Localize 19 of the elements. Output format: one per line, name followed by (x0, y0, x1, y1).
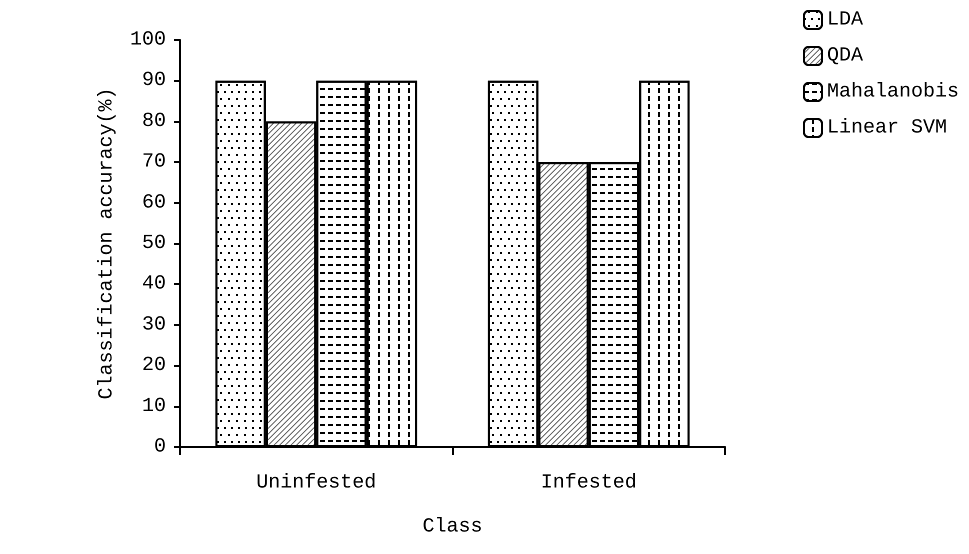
y-tick-label: 90 (142, 69, 166, 92)
y-tick-label: 30 (142, 313, 166, 336)
y-tick-label: 50 (142, 232, 166, 255)
y-tick-label: 40 (142, 272, 166, 296)
x-axis-title: Class (422, 516, 483, 538)
y-axis-title: Classification accuracy(%) (96, 87, 118, 400)
x-tick-label: Uninfested (256, 472, 376, 494)
y-tick-label: 20 (142, 354, 166, 378)
y-tick-label: 80 (142, 110, 166, 133)
legend-label: Linear SVM (826, 116, 948, 140)
x-tick-label: Infested (540, 472, 637, 494)
y-tick-label: 60 (142, 191, 166, 214)
legend-label: QDA (826, 44, 863, 68)
y-tick-label: 100 (130, 28, 166, 52)
y-tick-label: 70 (142, 150, 166, 174)
y-tick-label: 0 (154, 436, 166, 458)
legend-label: LDA (826, 8, 863, 32)
y-tick-label: 10 (142, 394, 166, 418)
legend-label: Mahalanobis (826, 80, 960, 104)
